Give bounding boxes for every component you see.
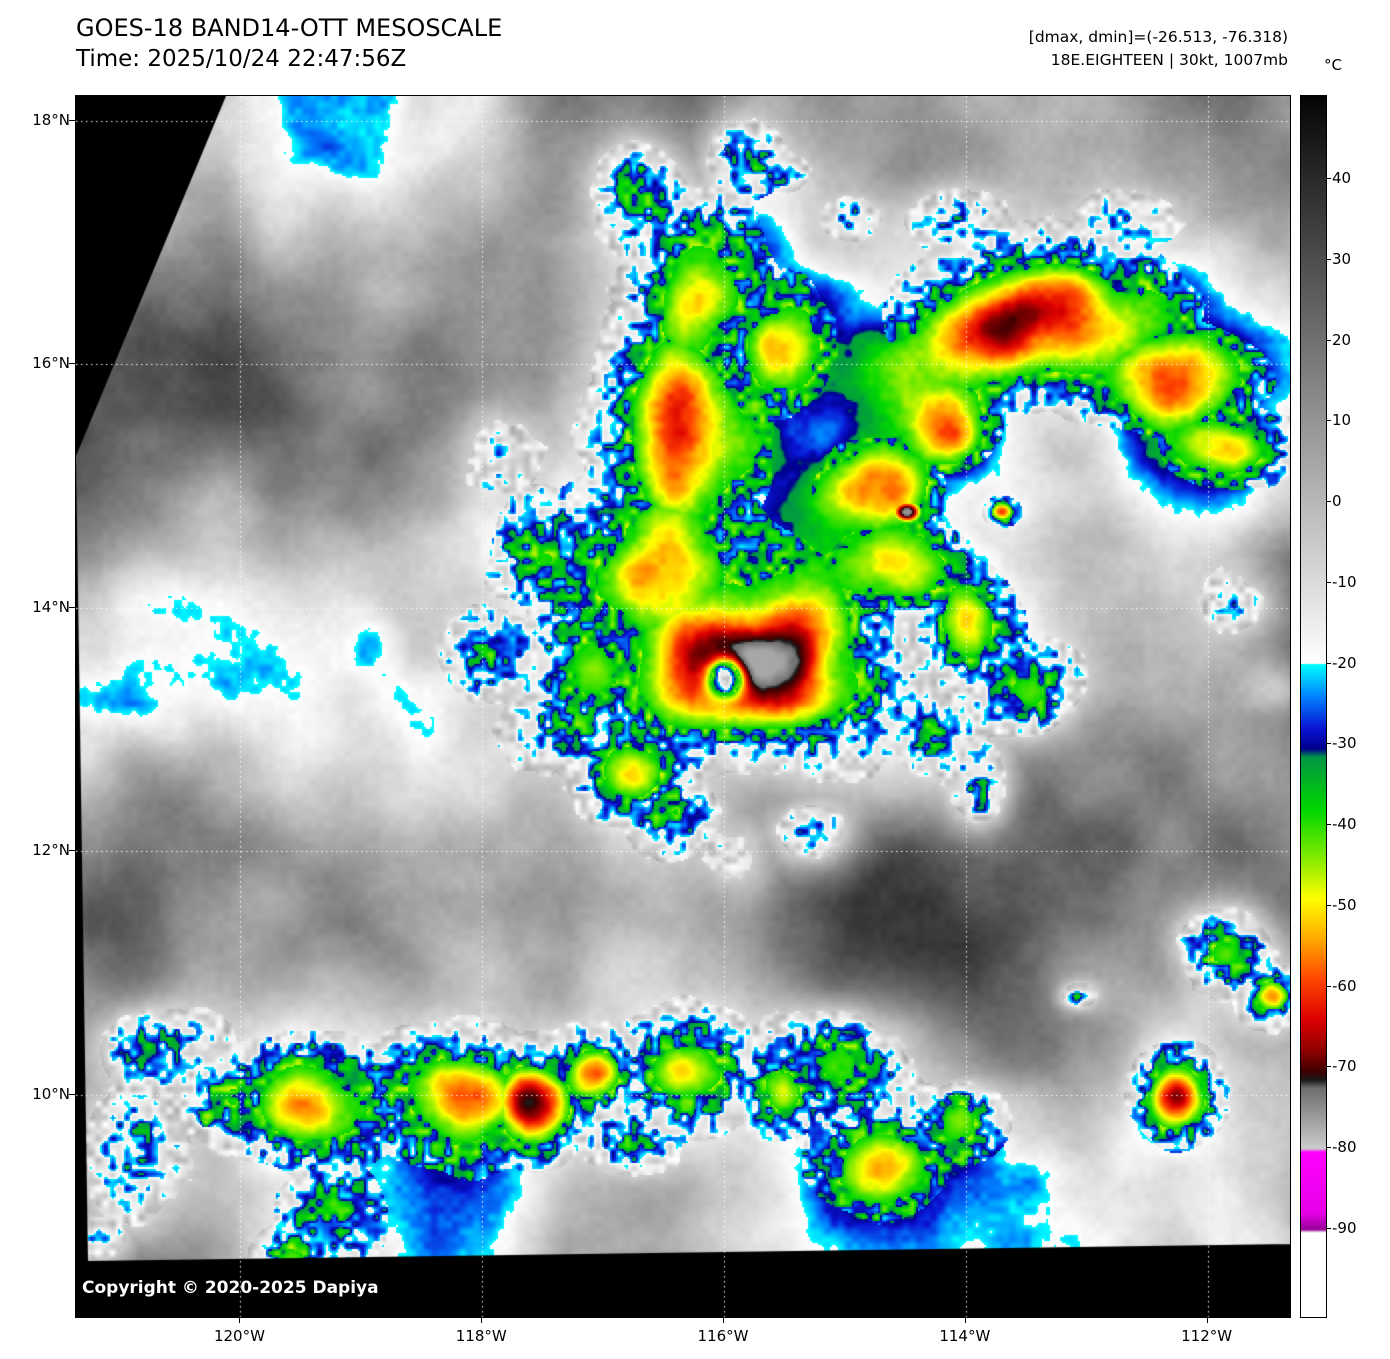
lon-tick-mark: [481, 1317, 483, 1323]
copyright-label: Copyright © 2020-2025 Dapiya: [82, 1278, 379, 1298]
lat-tick-label: 10°N: [32, 1084, 70, 1103]
lon-tick-mark: [1206, 1317, 1208, 1323]
dmax-dmin-annotation: [dmax, dmin]=(-26.513, -76.318): [1028, 28, 1288, 46]
lat-tick-mark: [69, 363, 75, 365]
colorbar-tick-label: -80: [1332, 1138, 1357, 1157]
colorbar-tick-label: -50: [1332, 895, 1357, 914]
colorbar-tick-label: 30: [1332, 249, 1352, 268]
lat-tick-label: 16°N: [32, 354, 70, 373]
lat-tick-mark: [69, 119, 75, 121]
colorbar-tick-mark: [1327, 662, 1331, 664]
lat-tick-label: 12°N: [32, 841, 70, 860]
colorbar-tick-mark: [1327, 1066, 1331, 1068]
lon-tick-mark: [964, 1317, 966, 1323]
lat-tick-label: 18°N: [32, 110, 70, 129]
colorbar-tick-label: -10: [1332, 572, 1357, 591]
colorbar-tick-mark: [1327, 985, 1331, 987]
colorbar-tick-label: -90: [1332, 1218, 1357, 1237]
lat-tick-mark: [69, 850, 75, 852]
colorbar-tick-mark: [1327, 501, 1331, 503]
colorbar-tick-label: 20: [1332, 330, 1352, 349]
lat-tick-mark: [69, 1093, 75, 1095]
colorbar: [1300, 95, 1327, 1318]
colorbar-tick-mark: [1327, 824, 1331, 826]
lon-tick-mark: [239, 1317, 241, 1323]
colorbar-tick-mark: [1327, 178, 1331, 180]
colorbar-tick-mark: [1327, 420, 1331, 422]
colorbar-tick-label: -70: [1332, 1057, 1357, 1076]
figure-timestamp: Time: 2025/10/24 22:47:56Z: [76, 46, 407, 72]
colorbar-tick-mark: [1327, 581, 1331, 583]
lat-tick-mark: [69, 606, 75, 608]
lon-tick-label: 116°W: [697, 1327, 749, 1345]
colorbar-tick-mark: [1327, 339, 1331, 341]
satellite-map-frame: Copyright © 2020-2025 Dapiya: [75, 95, 1291, 1318]
colorbar-tick-label: -40: [1332, 815, 1357, 834]
lat-tick-label: 14°N: [32, 597, 70, 616]
lon-tick-label: 118°W: [455, 1327, 507, 1345]
colorbar-tick-mark: [1327, 904, 1331, 906]
colorbar-tick-label: 0: [1332, 492, 1342, 511]
colorbar-unit-label: °C: [1324, 56, 1342, 74]
lon-tick-mark: [723, 1317, 725, 1323]
colorbar-tick-mark: [1327, 258, 1331, 260]
colorbar-tick-label: 10: [1332, 411, 1352, 430]
colorbar-gradient-canvas: [1301, 96, 1326, 1317]
colorbar-tick-mark: [1327, 1147, 1331, 1149]
colorbar-tick-mark: [1327, 1227, 1331, 1229]
colorbar-tick-label: -30: [1332, 734, 1357, 753]
storm-info-annotation: 18E.EIGHTEEN | 30kt, 1007mb: [1050, 51, 1288, 69]
lon-tick-label: 112°W: [1181, 1327, 1233, 1345]
lon-tick-label: 114°W: [939, 1327, 991, 1345]
figure-title: GOES-18 BAND14-OTT MESOSCALE: [76, 14, 503, 42]
colorbar-tick-label: 40: [1332, 169, 1352, 188]
colorbar-tick-label: -60: [1332, 976, 1357, 995]
colorbar-tick-mark: [1327, 743, 1331, 745]
colorbar-tick-label: -20: [1332, 653, 1357, 672]
satellite-image-canvas: [76, 96, 1290, 1317]
lon-tick-label: 120°W: [213, 1327, 265, 1345]
